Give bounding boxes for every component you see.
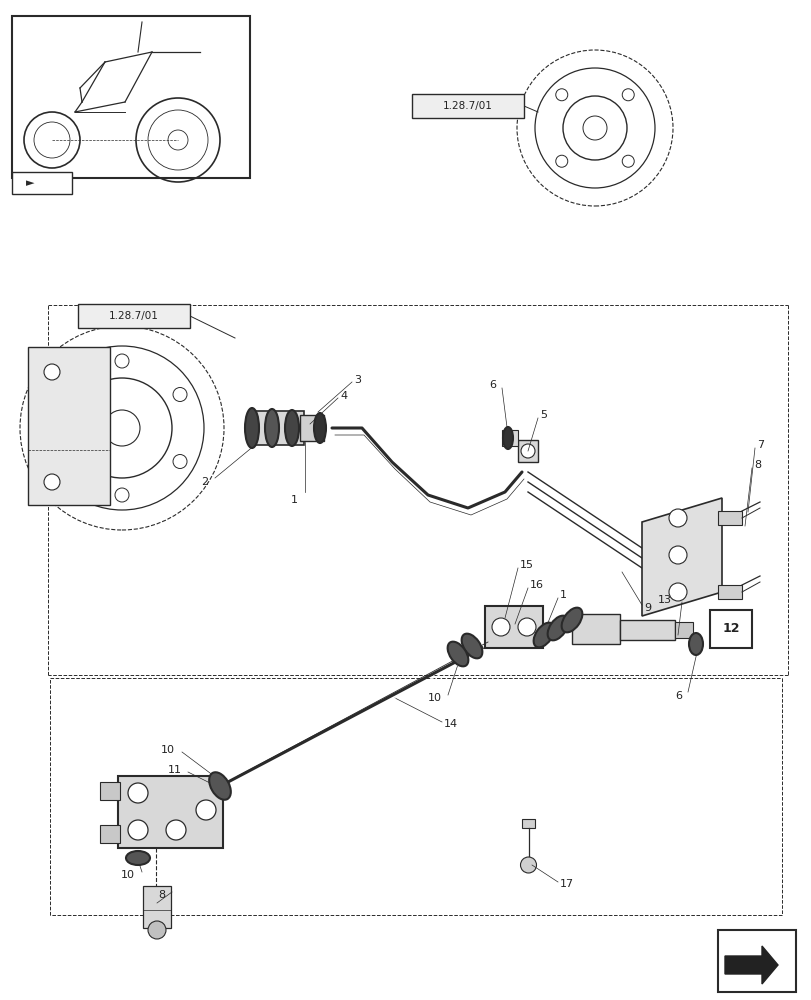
Text: 12: 12 <box>721 622 739 636</box>
Ellipse shape <box>245 408 259 448</box>
Circle shape <box>195 800 216 820</box>
Ellipse shape <box>689 633 702 655</box>
Circle shape <box>128 820 148 840</box>
Text: 1: 1 <box>560 590 566 600</box>
Circle shape <box>44 364 60 380</box>
Circle shape <box>668 546 686 564</box>
Ellipse shape <box>561 608 581 632</box>
Text: 10: 10 <box>427 693 441 703</box>
Bar <box>717 585 741 599</box>
Text: 13: 13 <box>657 595 672 605</box>
Text: ►: ► <box>26 178 34 188</box>
Bar <box>484 606 543 648</box>
Bar <box>521 819 534 828</box>
Circle shape <box>491 618 509 636</box>
Text: 11: 11 <box>168 765 182 775</box>
Bar <box>411 94 523 118</box>
Text: 10: 10 <box>161 745 175 755</box>
Ellipse shape <box>547 616 568 640</box>
Text: 4: 4 <box>340 391 346 401</box>
Circle shape <box>128 783 148 803</box>
Ellipse shape <box>126 851 150 865</box>
Circle shape <box>521 444 534 458</box>
Circle shape <box>44 474 60 490</box>
Bar <box>501 430 517 446</box>
Bar <box>78 304 190 328</box>
Ellipse shape <box>461 634 482 658</box>
Text: 3: 3 <box>354 375 361 385</box>
Circle shape <box>668 583 686 601</box>
Bar <box>12 16 250 178</box>
Bar <box>254 411 303 445</box>
Bar <box>620 620 674 640</box>
Text: 5: 5 <box>539 410 547 420</box>
Text: 17: 17 <box>560 879 573 889</box>
Bar <box>571 614 620 644</box>
Circle shape <box>668 509 686 527</box>
Text: 16: 16 <box>530 580 543 590</box>
Ellipse shape <box>285 410 298 446</box>
Ellipse shape <box>264 409 279 447</box>
Bar <box>299 415 324 441</box>
Ellipse shape <box>502 427 513 449</box>
Circle shape <box>517 618 535 636</box>
Text: 2: 2 <box>200 477 208 487</box>
Text: 7: 7 <box>756 440 763 450</box>
Text: 14: 14 <box>444 719 457 729</box>
Text: 1.28.7/01: 1.28.7/01 <box>109 311 159 321</box>
Circle shape <box>165 820 186 840</box>
Text: 8: 8 <box>157 890 165 900</box>
Bar <box>517 440 538 462</box>
Bar <box>717 930 795 992</box>
Text: 6: 6 <box>488 380 496 390</box>
Ellipse shape <box>447 642 468 666</box>
Text: 9: 9 <box>643 603 650 613</box>
Ellipse shape <box>209 772 230 800</box>
Bar <box>674 622 692 638</box>
Bar <box>100 825 120 843</box>
Bar <box>100 782 120 800</box>
Text: 1: 1 <box>290 495 298 505</box>
Ellipse shape <box>314 413 325 443</box>
Text: 6: 6 <box>674 691 681 701</box>
Ellipse shape <box>533 623 554 647</box>
Text: 1.28.7/01: 1.28.7/01 <box>443 101 492 111</box>
Bar <box>143 886 171 928</box>
Bar <box>709 610 751 648</box>
Bar <box>717 511 741 525</box>
Circle shape <box>148 921 165 939</box>
Circle shape <box>520 857 536 873</box>
Bar <box>12 172 72 194</box>
Text: 10: 10 <box>121 870 135 880</box>
Text: 15: 15 <box>519 560 534 570</box>
Polygon shape <box>642 498 721 616</box>
Bar <box>28 347 109 505</box>
Text: 8: 8 <box>753 460 760 470</box>
Bar <box>118 776 223 848</box>
Polygon shape <box>724 946 777 984</box>
